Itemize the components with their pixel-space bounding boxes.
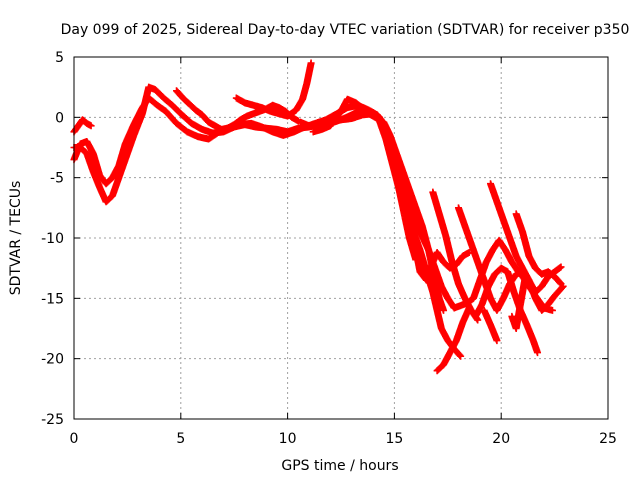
series-track-15 bbox=[508, 276, 529, 332]
y-tick-label: 5 bbox=[55, 50, 64, 66]
y-tick-label: -20 bbox=[41, 352, 64, 368]
series-track-2 bbox=[70, 116, 95, 136]
data-points bbox=[70, 59, 567, 375]
data-point-marker bbox=[557, 263, 565, 271]
series-track-5 bbox=[232, 59, 315, 120]
x-axis-label: GPS time / hours bbox=[281, 458, 398, 474]
data-point-marker bbox=[548, 306, 556, 314]
axis-ticks: 0 5 10 15 20 25 5 0 -5 -10 -15 -20 -25 bbox=[41, 50, 617, 447]
data-point-marker bbox=[556, 279, 564, 287]
y-tick-label: 0 bbox=[55, 110, 64, 126]
data-point-marker bbox=[412, 256, 420, 264]
series-track-3 bbox=[70, 83, 556, 314]
data-point-marker bbox=[457, 352, 465, 360]
data-point-marker bbox=[521, 276, 529, 284]
x-tick-label: 10 bbox=[279, 431, 297, 447]
series-track-7 bbox=[309, 95, 448, 314]
series-track-13 bbox=[480, 306, 501, 345]
chart-title: Day 099 of 2025, Sidereal Day-to-day VTE… bbox=[61, 22, 630, 38]
data-point-marker bbox=[493, 337, 501, 345]
y-tick-label: -25 bbox=[41, 412, 64, 428]
y-tick-label: -5 bbox=[50, 171, 64, 187]
x-tick-label: 25 bbox=[599, 431, 617, 447]
y-axis-label: SDTVAR / TECUs bbox=[8, 181, 24, 296]
x-tick-label: 15 bbox=[385, 431, 403, 447]
data-point-marker bbox=[87, 122, 95, 130]
series-track-12 bbox=[487, 180, 565, 296]
data-point-marker bbox=[440, 306, 448, 314]
series-track-14 bbox=[512, 210, 565, 288]
y-tick-label: -10 bbox=[41, 231, 64, 247]
data-point-marker bbox=[456, 351, 464, 359]
data-point-marker bbox=[558, 283, 566, 291]
y-tick-label: -15 bbox=[41, 291, 64, 307]
data-point-marker bbox=[534, 349, 542, 357]
x-tick-label: 5 bbox=[176, 431, 185, 447]
x-tick-label: 20 bbox=[492, 431, 510, 447]
data-point-marker bbox=[557, 280, 565, 288]
x-tick-label: 0 bbox=[70, 431, 79, 447]
data-point-marker bbox=[307, 59, 315, 67]
series-track-8 bbox=[386, 150, 420, 264]
data-point-marker bbox=[474, 316, 482, 324]
